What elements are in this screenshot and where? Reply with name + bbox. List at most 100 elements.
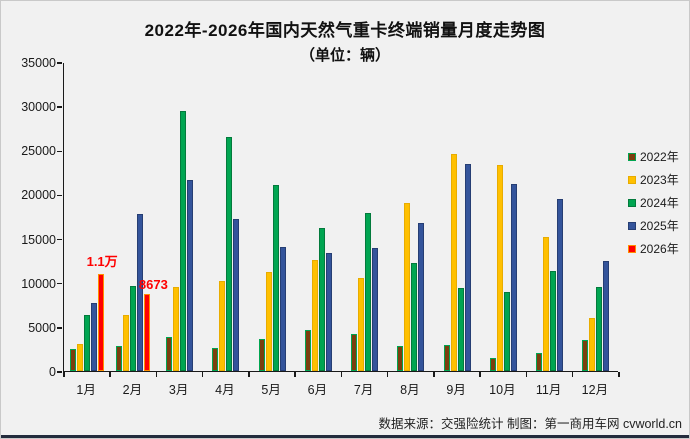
x-axis-tick	[294, 372, 296, 377]
bar-2023年-5月	[265, 272, 272, 371]
x-axis-label: 10月	[489, 383, 516, 397]
bar-2023年-12月	[589, 318, 596, 371]
bar-2023年-1月	[77, 343, 84, 371]
y-axis-tick	[57, 282, 62, 285]
y-axis-tick	[57, 106, 62, 108]
data-label: 1.1万	[86, 253, 118, 269]
x-axis-tick	[525, 372, 527, 377]
bar-2022年-12月	[582, 340, 589, 371]
bar-2024年-3月	[180, 111, 187, 371]
legend-swatch	[628, 198, 636, 207]
x-axis-tick	[109, 372, 111, 377]
bar-2022年-5月	[258, 339, 265, 371]
bar-2022年-7月	[351, 333, 358, 371]
bar-2024年-8月	[411, 263, 418, 371]
bar-2025年-7月	[372, 248, 379, 371]
x-axis-tick	[340, 372, 342, 377]
legend-item-2023年: 2023年	[628, 168, 679, 191]
bar-2023年-2月	[123, 314, 130, 371]
x-axis-label: 6月	[307, 383, 328, 397]
x-axis-tick	[155, 372, 157, 377]
bar-2023年-9月	[450, 153, 457, 371]
bar-2024年-4月	[226, 137, 233, 371]
bar-2026年-2月	[144, 294, 151, 371]
legend-swatch	[628, 244, 636, 253]
legend-item-2024年: 2024年	[628, 191, 679, 214]
bar-2023年-10月	[496, 165, 503, 371]
x-axis-label: 8月	[400, 383, 420, 397]
bar-2026年-1月	[98, 273, 105, 371]
y-axis-label: 35000	[21, 56, 56, 70]
bottom-border	[1, 435, 689, 438]
bar-2022年-9月	[443, 345, 450, 371]
x-axis-label: 2月	[122, 383, 143, 397]
bar-2022年-6月	[304, 329, 311, 371]
bar-2025年-9月	[464, 163, 471, 371]
source-credit: 数据来源：交强险统计 制图：第一商用车网 cvworld.cn	[378, 417, 683, 431]
bar-2025年-2月	[137, 213, 144, 371]
legend-label: 2026年	[640, 242, 679, 256]
legend-label: 2025年	[640, 219, 679, 233]
y-axis-label: 10000	[21, 276, 56, 291]
x-axis-tick	[479, 372, 481, 377]
bar-2023年-7月	[358, 278, 365, 371]
legend: 2022年 2023年 2024年 2025年 2026年	[628, 145, 679, 260]
bar-2025年-6月	[325, 252, 332, 371]
x-axis-label: 4月	[215, 383, 235, 397]
bar-2023年-11月	[543, 236, 550, 371]
legend-swatch	[628, 152, 636, 161]
bar-2022年-3月	[166, 336, 173, 371]
x-axis-tick	[433, 372, 435, 377]
y-axis-tick	[57, 150, 62, 153]
plot-area: 1.1万 8673	[63, 63, 618, 372]
bar-2022年-2月	[116, 346, 123, 371]
bar-2022年-10月	[489, 357, 496, 371]
y-axis-tick	[57, 194, 62, 197]
y-axis-tick	[57, 371, 62, 373]
bar-2024年-5月	[272, 184, 279, 371]
x-axis-label: 12月	[581, 383, 609, 397]
bar-2024年-9月	[457, 288, 464, 371]
x-axis-tick	[618, 372, 620, 377]
bar-2025年-4月	[233, 219, 240, 371]
legend-label: 2022年	[640, 150, 679, 164]
bar-2022年-4月	[212, 348, 219, 371]
bar-2025年-8月	[418, 222, 425, 371]
chart-title: 2022年-2026年国内天然气重卡终端销量月度走势图	[144, 21, 546, 40]
bar-2023年-8月	[404, 203, 411, 371]
y-axis-label: 20000	[21, 188, 56, 203]
bar-2025年-12月	[603, 260, 610, 371]
legend-label: 2024年	[640, 196, 679, 210]
y-axis-label: 15000	[21, 232, 56, 247]
bar-2025年-11月	[557, 198, 564, 371]
bar-2022年-11月	[536, 353, 543, 371]
y-axis-label: 30000	[21, 100, 56, 115]
y-axis-tick	[57, 327, 62, 329]
bar-2023年-3月	[173, 287, 180, 371]
bar-2024年-11月	[550, 271, 557, 371]
bar-2024年-1月	[84, 314, 91, 371]
y-axis-label: 25000	[21, 144, 56, 159]
legend-item-2025年: 2025年	[628, 214, 679, 237]
x-axis-tick	[201, 372, 204, 377]
x-axis-tick	[248, 372, 250, 377]
legend-label: 2023年	[640, 173, 679, 187]
chart-header: 2022年-2026年国内天然气重卡终端销量月度走势图 （单位：辆）	[1, 16, 689, 65]
y-axis-tick	[57, 238, 62, 241]
bar-2025年-3月	[187, 180, 194, 371]
bar-2025年-1月	[91, 303, 98, 371]
x-axis-label: 7月	[353, 383, 374, 397]
x-axis-label: 1月	[76, 383, 96, 397]
bar-2022年-1月	[70, 348, 77, 371]
x-axis-label: 9月	[446, 383, 466, 397]
bar-2022年-8月	[397, 346, 404, 371]
bar-2025年-10月	[510, 183, 517, 371]
bar-2024年-7月	[365, 212, 372, 371]
x-axis-tick	[63, 372, 65, 377]
legend-item-2026年: 2026年	[628, 237, 679, 260]
bar-2024年-6月	[318, 227, 325, 371]
legend-item-2022年: 2022年	[628, 145, 679, 168]
bar-2024年-2月	[130, 286, 137, 371]
legend-swatch	[628, 221, 636, 230]
